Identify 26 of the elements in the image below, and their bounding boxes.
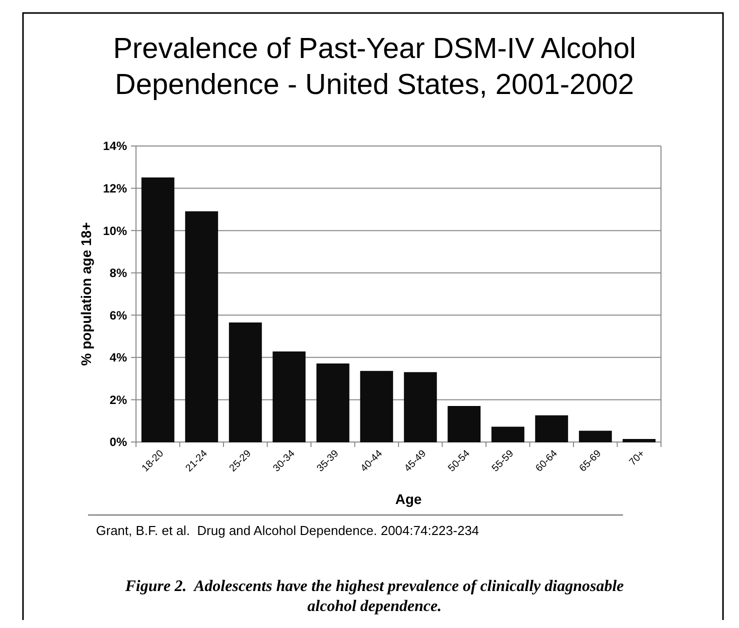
bar — [622, 439, 656, 442]
x-axis-title: Age — [395, 491, 422, 507]
bar — [535, 415, 568, 442]
y-tick-label: 0% — [110, 435, 128, 450]
text: Grant, B.F. et al. Drug and Alcohol Dependence. 2004:74:223-234 — [96, 523, 480, 538]
y-tick-label: 14% — [102, 139, 128, 154]
bar — [141, 177, 174, 442]
bar — [185, 211, 218, 442]
x-tick-label: 70+ — [627, 448, 648, 468]
chart-title: Prevalence of Past-Year DSM-IV Alcohol Dependence - United States, 2001-2002 — [113, 33, 636, 101]
caption: Figure 2. Adolescents have the highest prevalence of clinically diagnosable alcohol dependence. — [124, 578, 624, 615]
y-tick-label: 2% — [110, 392, 128, 407]
bar — [272, 351, 306, 442]
bar — [491, 426, 524, 442]
bar — [360, 370, 394, 442]
bar — [404, 372, 437, 442]
y-tick-label: 12% — [102, 181, 128, 196]
bar — [228, 322, 262, 442]
y-tick-label: 6% — [110, 308, 128, 322]
y-tick-label: 4% — [110, 350, 128, 365]
bar — [578, 430, 612, 442]
bar — [448, 406, 481, 442]
y-axis-title: % population age 18+ — [78, 222, 94, 366]
y-tick-label: 10% — [102, 224, 128, 238]
y-tick-label: 8% — [110, 266, 128, 280]
bar — [316, 364, 350, 442]
